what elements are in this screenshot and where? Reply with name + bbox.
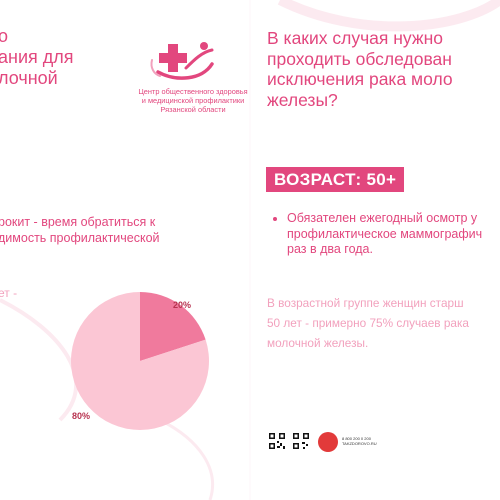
statistics-line-1: В возрастной группе женщин старш xyxy=(267,296,464,310)
pie-label-80: 80% xyxy=(72,411,91,421)
pie-slice-0 xyxy=(140,292,206,361)
pie-slice-1 xyxy=(70,292,209,430)
logo-caption-line-2: и медицинской профилактики xyxy=(141,96,245,105)
logo-caption-line-3: Рязанской области xyxy=(160,105,226,114)
right-heading-line-1: В каких случая нужно xyxy=(267,28,443,48)
bullet-text: Обязателен ежегодный осмотр у профилакти… xyxy=(287,211,500,258)
takzdorovo-badge-icon xyxy=(318,432,338,452)
left-heading-line-2: ания для xyxy=(0,47,74,67)
statistics-paragraph: В возрастной группе женщин старш 50 лет … xyxy=(267,293,500,353)
left-paragraph-line-2: димость профилактической xyxy=(0,231,160,245)
bullet-dot xyxy=(273,217,277,221)
pie-label-20: 20% xyxy=(173,300,192,310)
left-paragraph-line-1: рокит - время обратиться к xyxy=(0,215,156,229)
footer-phone: 8 800 200 0 200 xyxy=(342,436,371,441)
right-heading-line-4: железы? xyxy=(267,89,338,110)
footer-contacts: 8 800 200 0 200 TAKZDOROVO.RU xyxy=(342,436,377,446)
qr-code-icon xyxy=(268,432,286,450)
bullet-line-3: раз в два года. xyxy=(287,242,373,256)
logo-caption-line-1: Центр общественного здоровья xyxy=(138,87,248,96)
left-page-heading: о ания для лочной xyxy=(0,26,108,89)
left-paragraph: рокит - время обратиться к димость профи… xyxy=(0,214,198,246)
right-heading-line-2: проходить обследован xyxy=(267,48,452,69)
left-heading-line-1: о xyxy=(0,26,9,46)
statistics-line-2: 50 лет - примерно 75% случаев рака xyxy=(267,316,469,330)
age-badge: ВОЗРАСТ: 50+ xyxy=(266,167,405,192)
left-heading-line-3: лочной xyxy=(0,68,58,88)
logo-emblem-icon xyxy=(150,42,214,80)
footer-site: TAKZDOROVO.RU xyxy=(342,441,377,446)
logo-caption: Центр общественного здоровья и медицинск… xyxy=(118,87,268,114)
organization-logo xyxy=(146,38,246,82)
statistics-line-3: молочной железы. xyxy=(267,336,369,350)
right-page-heading: В каких случая нужно проходить обследова… xyxy=(267,28,500,110)
left-fragment-text: ет - xyxy=(0,286,18,300)
right-heading-line-3: исключения рака моло xyxy=(267,69,453,89)
bullet-line-1: Обязателен ежегодный осмотр у xyxy=(287,211,478,225)
pie-chart xyxy=(70,292,209,430)
bullet-line-2: профилактическое маммографич xyxy=(287,226,483,241)
qr-code-icon xyxy=(292,432,310,450)
